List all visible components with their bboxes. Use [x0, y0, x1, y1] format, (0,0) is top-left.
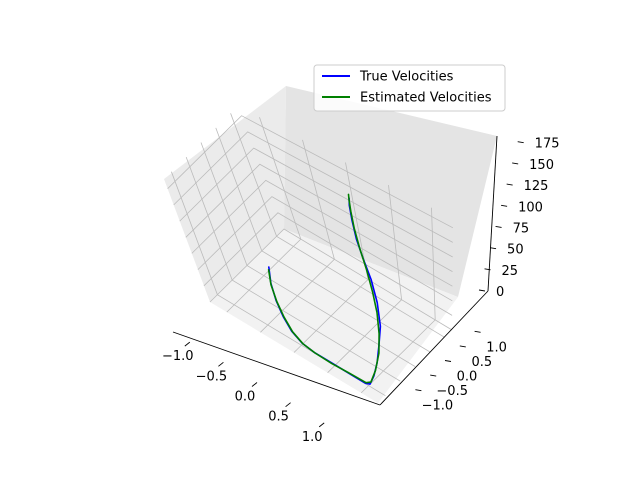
z-tick-mark — [506, 183, 513, 186]
x-tick-label: 0.0 — [235, 390, 256, 405]
z-tick-mark — [489, 247, 497, 250]
pane-left-wall — [164, 86, 286, 302]
y-tick-mark — [430, 374, 437, 377]
z-tick-label: 75 — [513, 221, 530, 236]
legend-label-estimated-velocities: Estimated Velocities — [360, 91, 492, 106]
z-tick-label: 150 — [529, 158, 554, 173]
x-tick-label: 1.0 — [302, 430, 323, 445]
z-tick-label: 100 — [518, 200, 543, 215]
series-lines — [267, 193, 382, 385]
z-tick-mark — [478, 289, 486, 292]
legend: True Velocities Estimated Velocities — [313, 64, 506, 112]
y-tick-label: 1.0 — [486, 340, 507, 355]
x-tick-mark — [251, 382, 258, 387]
y-axis-line — [379, 290, 489, 406]
y-tick-label: 0.5 — [471, 355, 492, 370]
gridline-z — [191, 179, 453, 287]
x-tick-mark — [285, 402, 291, 408]
legend-label-true-velocities: True Velocities — [359, 70, 454, 85]
y-tick-mark — [459, 345, 466, 348]
gridline-z — [197, 196, 453, 302]
y-tick-mark — [444, 360, 452, 362]
pane-back-wall — [284, 86, 497, 297]
legend-box — [313, 64, 506, 112]
z-tick-mark — [517, 141, 524, 144]
x-tick-label: −0.5 — [196, 369, 228, 384]
x-axis-line — [172, 331, 381, 406]
gridline-z — [173, 131, 453, 243]
gridline-z — [167, 115, 454, 229]
axis-tick-labels: −1.0−0.50.00.51.0−1.0−0.50.00.51.0025507… — [162, 137, 560, 445]
x-tick-mark — [218, 361, 224, 367]
axes-panes — [164, 86, 497, 403]
z-tick-mark — [501, 204, 508, 207]
y-tick-label: −1.0 — [422, 399, 454, 414]
x-tick-label: 0.5 — [268, 410, 289, 425]
z-tick-label: 125 — [524, 179, 549, 194]
z-tick-mark — [495, 226, 502, 228]
gridline-z — [185, 163, 453, 272]
gridline-z — [209, 228, 453, 331]
z-tick-mark — [484, 268, 491, 271]
x-tick-label: −1.0 — [162, 349, 194, 364]
z-tick-label: 50 — [507, 243, 524, 258]
y-tick-label: −0.5 — [436, 384, 468, 399]
gridline-z — [203, 212, 453, 316]
z-tick-label: 0 — [496, 285, 504, 300]
y-tick-mark — [474, 330, 481, 333]
x-tick-mark — [184, 341, 191, 347]
series-line-estimated-velocities — [267, 193, 380, 384]
z-tick-label: 25 — [502, 264, 519, 279]
y-tick-mark — [415, 389, 422, 392]
axis-lines — [172, 135, 498, 406]
x-tick-mark — [318, 422, 325, 428]
z-tick-label: 175 — [535, 137, 560, 152]
z-axis-line — [487, 135, 498, 292]
y-tick-label: 0.0 — [457, 370, 478, 385]
axes-gridlines — [167, 113, 454, 397]
z-tick-mark — [512, 162, 519, 165]
gridline-z — [179, 147, 453, 258]
pane-floor — [210, 229, 458, 403]
